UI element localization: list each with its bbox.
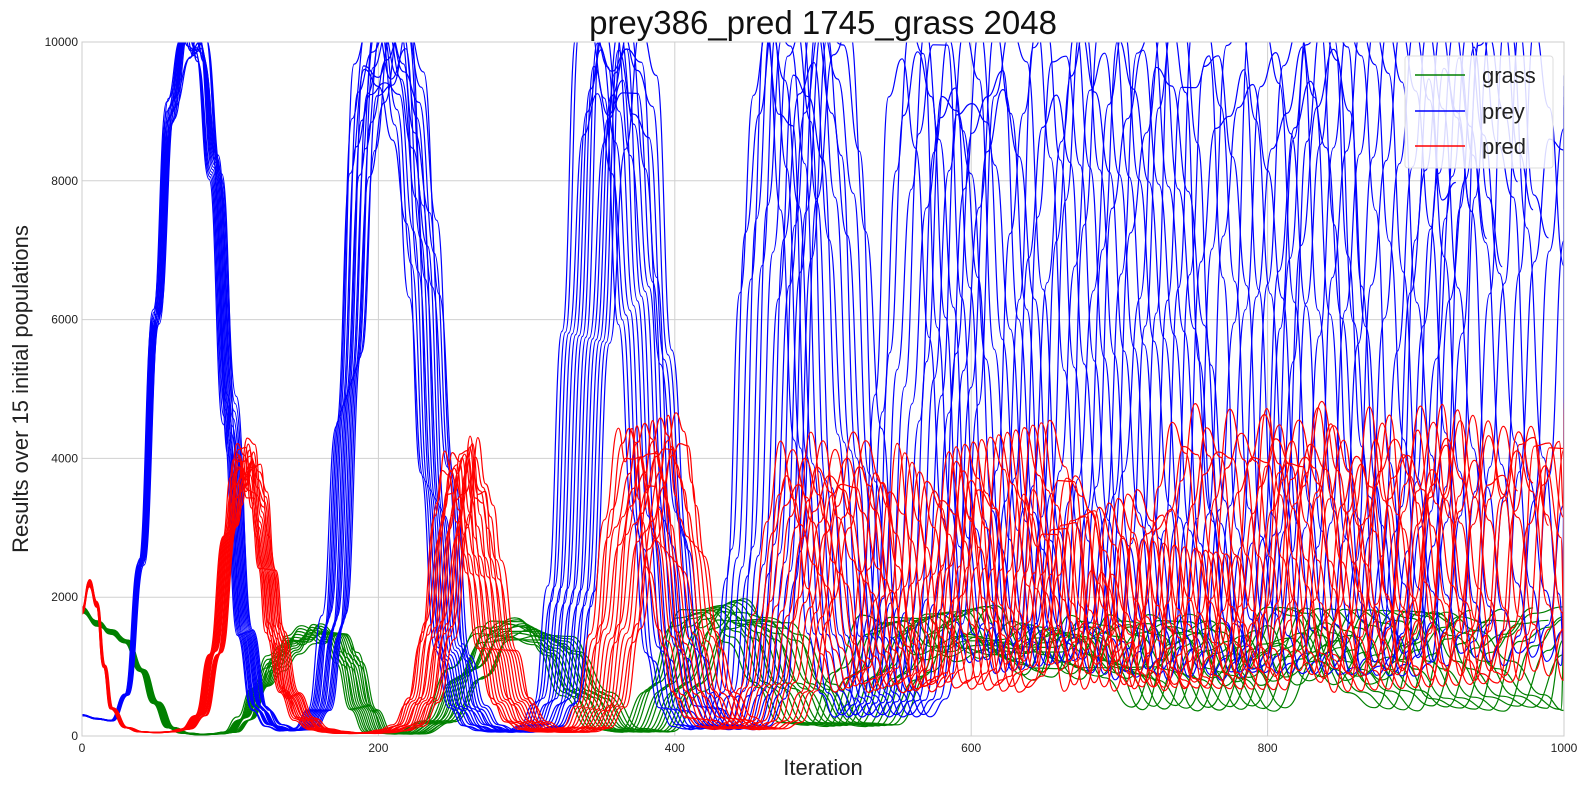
series-line-grass [82,607,1564,736]
series-line-grass [82,603,1549,736]
plot-frame [81,41,1565,737]
x-tick-label: 1000 [1551,741,1578,755]
series-line-prey [82,42,1564,733]
legend: grass prey pred [1404,55,1554,169]
legend-label-prey: prey [1482,99,1525,124]
legend-label-grass: grass [1482,63,1536,88]
x-tick-label: 0 [79,741,86,755]
y-tick-label: 4000 [51,451,78,465]
y-tick-label: 0 [71,729,78,743]
series-pred [82,397,1564,735]
legend-box [1404,55,1554,169]
y-tick-label: 10000 [45,35,79,49]
y-tick-label: 2000 [51,590,78,604]
series-line-pred [82,403,1457,735]
chart-title: prey386_pred 1745_grass 2048 [589,4,1057,41]
series-line-grass [82,604,1564,736]
series-line-pred [82,403,1564,734]
series-line-pred [82,431,1550,734]
series-line-pred [82,414,1564,734]
y-tick-labels: 0 2000 4000 6000 8000 10000 [45,35,79,743]
series-line-pred [82,400,1564,735]
series-line-prey [82,42,1534,733]
y-tick-label: 6000 [51,313,78,327]
x-tick-label: 600 [961,741,981,755]
x-axis-label: Iteration [783,755,863,780]
series-line-prey [82,42,1564,733]
series-line-prey [82,42,1519,733]
legend-label-pred: pred [1482,134,1526,159]
series-line-pred [82,408,1534,734]
series-line-pred [82,406,1564,735]
x-tick-labels: 0 200 400 600 800 1000 [79,741,1578,755]
y-axis-label: Results over 15 initial populations [8,225,33,553]
series-line-pred [82,419,1564,735]
series-line-pred [82,422,1564,735]
series-line-pred [82,397,1564,734]
series-line-pred [82,417,1564,735]
x-tick-label: 400 [665,741,685,755]
x-tick-label: 800 [1258,741,1278,755]
y-tick-label: 8000 [51,174,78,188]
x-tick-label: 200 [368,741,388,755]
plot-area [82,42,1564,736]
series-layer [82,42,1564,736]
